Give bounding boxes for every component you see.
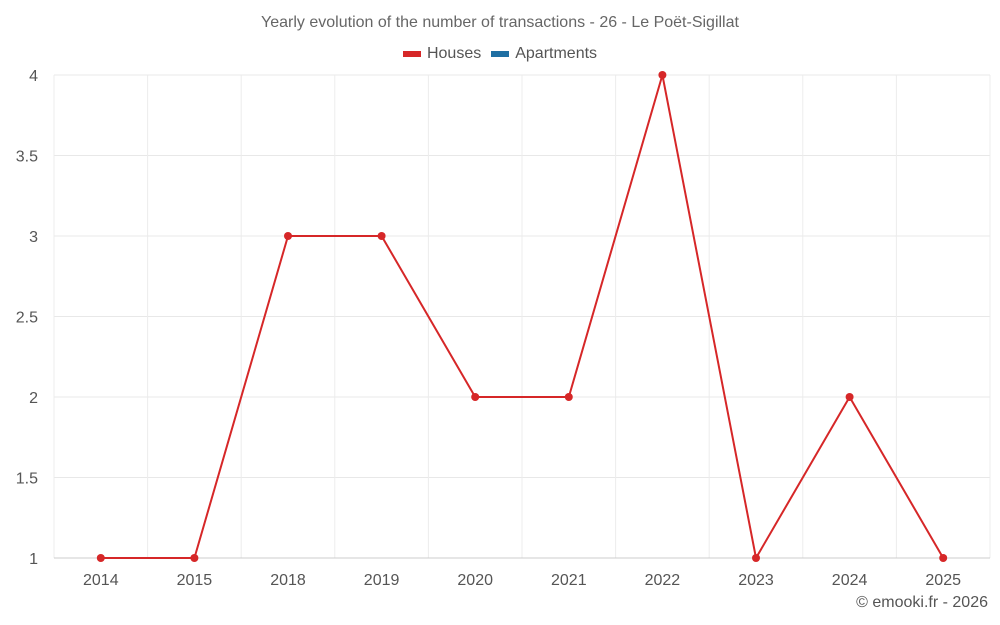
x-tick-label: 2022 [645,572,681,589]
x-tick-label: 2024 [832,572,868,589]
y-tick-label: 1.5 [16,471,38,488]
chart-title: Yearly evolution of the number of transa… [261,14,739,31]
y-tick-label: 2.5 [16,310,38,327]
y-axis-ticks: 1 1.5 2 2.5 3 3.5 4 [16,68,38,568]
x-tick-label: 2020 [457,572,493,589]
x-tick-label: 2023 [738,572,774,589]
y-tick-label: 1 [29,551,38,568]
data-point-houses[interactable] [377,232,386,240]
x-tick-label: 2015 [177,572,213,589]
x-tick-label: 2018 [270,572,306,589]
legend-label-houses: Houses [426,45,482,62]
data-point-houses[interactable] [96,554,105,562]
y-tick-label: 4 [29,68,38,85]
data-point-houses[interactable] [564,393,573,401]
legend-label-apartments: Apartments [515,45,598,62]
data-point-houses[interactable] [471,393,480,401]
x-tick-label: 2019 [364,572,400,589]
data-point-houses[interactable] [284,232,292,240]
data-point-houses[interactable] [658,71,667,79]
x-axis-ticks: 2014 2015 2018 2019 2020 2021 2022 2023 2024 2025 [83,572,961,589]
x-tick-label: 2025 [925,572,961,589]
legend-swatch-houses [402,51,421,57]
y-tick-label: 3.5 [16,149,38,166]
y-tick-label: 2 [29,390,38,407]
data-point-houses[interactable] [845,393,854,401]
legend-item-houses[interactable]: Houses [402,45,482,63]
data-point-houses[interactable] [190,554,199,562]
chart-legend: Houses Apartments [0,45,1000,63]
legend-swatch-apartments [491,51,510,57]
series-layer [96,71,948,562]
y-tick-label: 3 [29,229,38,246]
x-tick-label: 2014 [83,572,119,589]
legend-item-apartments[interactable]: Apartments [491,45,597,63]
credit-text: © emooki.fr - 2026 [856,594,988,611]
data-point-houses[interactable] [752,554,760,562]
grid-lines [53,74,991,559]
data-point-houses[interactable] [939,554,948,562]
x-tick-label: 2021 [551,572,587,589]
series-line-houses [100,74,945,559]
